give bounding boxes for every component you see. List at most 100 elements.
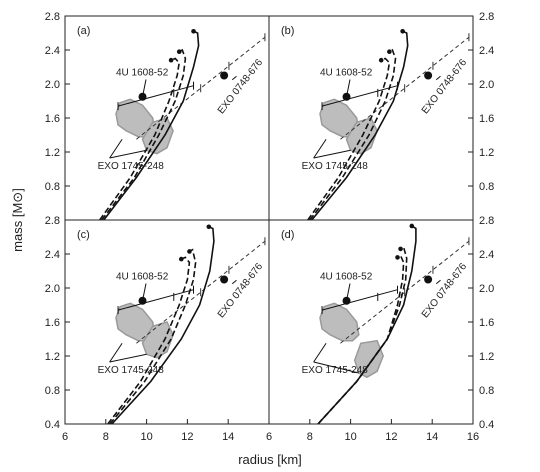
eos-curve-endpoint [378,57,384,63]
y-tick-label-right: 0.8 [479,385,494,397]
source-label: EXO 0748-676 [420,57,470,116]
source-label: 4U 1608-52 [116,272,169,283]
source-arrow [109,138,123,159]
y-tick-label-right: 2.0 [479,79,494,91]
y-tick-label-right: 1.6 [479,113,494,125]
error-bar [321,85,398,107]
y-tick-label-right: 1.6 [479,317,494,329]
source-arrow [346,283,351,301]
x-tick-label: 6 [62,431,68,443]
panel-c: 4U 1608-52 EXO 0748-676 EXO 1745-248 (c) [77,224,265,425]
y-tick-label-left: 2.4 [45,45,60,57]
source-arrow [313,361,359,374]
error-bar [117,289,194,311]
source-label: 4U 1608-52 [320,272,373,283]
source-label: EXO 1745-248 [98,365,165,376]
panel-label: (a) [77,25,90,37]
x-tick-label: 14 [222,431,234,443]
y-tick-label-left: 2.4 [45,249,60,261]
source-label: EXO 1745-248 [302,365,369,376]
eos-curve-endpoint [409,223,415,229]
panel-label: (c) [77,229,90,241]
source-arrow [313,138,327,159]
x-tick-label: 8 [103,431,109,443]
source-label: EXO 0748-676 [216,57,266,116]
y-tick-label-left: 2.0 [45,283,60,295]
data-point [220,275,229,284]
y-tick-label-right: 2.4 [479,249,494,261]
eos-curve-endpoint [395,255,400,260]
source-label: EXO 0748-676 [420,261,470,320]
eos-curve-endpoint [398,246,403,252]
source-arrow [346,79,351,97]
eos-curve-endpoint [168,57,174,63]
y-tick-label-left: 2.8 [45,11,60,23]
x-axis-title: radius [km] [238,452,302,467]
source-arrow [142,79,147,97]
eos-curve-solid [311,30,409,221]
x-tick-label: 6 [266,431,272,443]
panel-d: 4U 1608-52 EXO 0748-676 EXO 1745-248 (d) [281,223,470,425]
source-arrow [231,75,237,81]
y-tick-label-right: 2.0 [479,283,494,295]
x-tick-label: 12 [385,431,397,443]
y-tick-label-right: 1.2 [479,147,494,159]
y-tick-label-left: 2.0 [45,79,60,91]
data-point [220,71,229,80]
y-axis-title: mass [M⊙] [10,188,25,252]
eos-curve-dashed [101,48,187,221]
source-arrow [435,75,441,81]
error-bar [117,85,194,107]
eos-curve-solid [103,30,200,221]
eos-curve-endpoint [176,49,182,54]
x-tick-label: 10 [140,431,152,443]
panel-a: 4U 1608-52 EXO 0748-676 EXO 1745-248 (a) [77,25,266,221]
source-arrow [313,342,327,363]
panel-label: (b) [281,25,294,37]
eos-curve-endpoint [206,224,212,230]
y-tick-label-right: 1.2 [479,351,494,363]
eos-curve-dashed [109,248,197,425]
eos-curve-dashed [307,57,391,221]
y-tick-label-left: 0.8 [45,181,60,193]
eos-curve-endpoint [387,49,392,54]
y-tick-label-left: 0.8 [45,385,60,397]
panel-b: 4U 1608-52 EXO 0748-676 EXO 1745-248 (b) [281,25,470,221]
y-tick-label-right: 2.4 [479,45,494,57]
contour-small [353,339,385,379]
redshift-line [340,240,470,344]
eos-curve-endpoint [191,29,196,34]
source-label: EXO 1745-248 [98,161,165,172]
eos-curve-dashed [309,48,397,221]
y-tick-label-right: 2.8 [479,11,494,23]
source-label: 4U 1608-52 [116,68,169,79]
x-tick-label: 16 [467,431,479,443]
source-arrow [231,279,237,285]
y-tick-label-left: 1.6 [45,113,60,125]
eos-curve-endpoint [187,249,192,254]
source-arrow [435,279,441,285]
x-tick-label: 8 [307,431,313,443]
error-bar [321,289,398,311]
redshift-line [136,36,266,140]
source-arrow [109,342,123,363]
y-tick-label-left: 1.2 [45,351,60,363]
y-tick-label-right: 2.8 [479,215,494,227]
eos-curve-endpoint [178,256,184,262]
source-label: 4U 1608-52 [320,68,373,79]
y-tick-label-right: 0.8 [479,181,494,193]
eos-curve-solid [111,226,215,425]
redshift-line [340,36,470,140]
source-label: EXO 1745-248 [302,161,369,172]
panel-label: (d) [281,229,294,241]
x-tick-label: 10 [344,431,356,443]
data-point [424,275,433,284]
y-axis-title-text: mass [M⊙] [10,188,25,252]
data-point [424,71,433,80]
y-tick-label-left: 1.6 [45,317,60,329]
eos-curve-dashed [99,57,181,221]
source-arrow [142,283,147,301]
x-tick-label: 14 [426,431,438,443]
